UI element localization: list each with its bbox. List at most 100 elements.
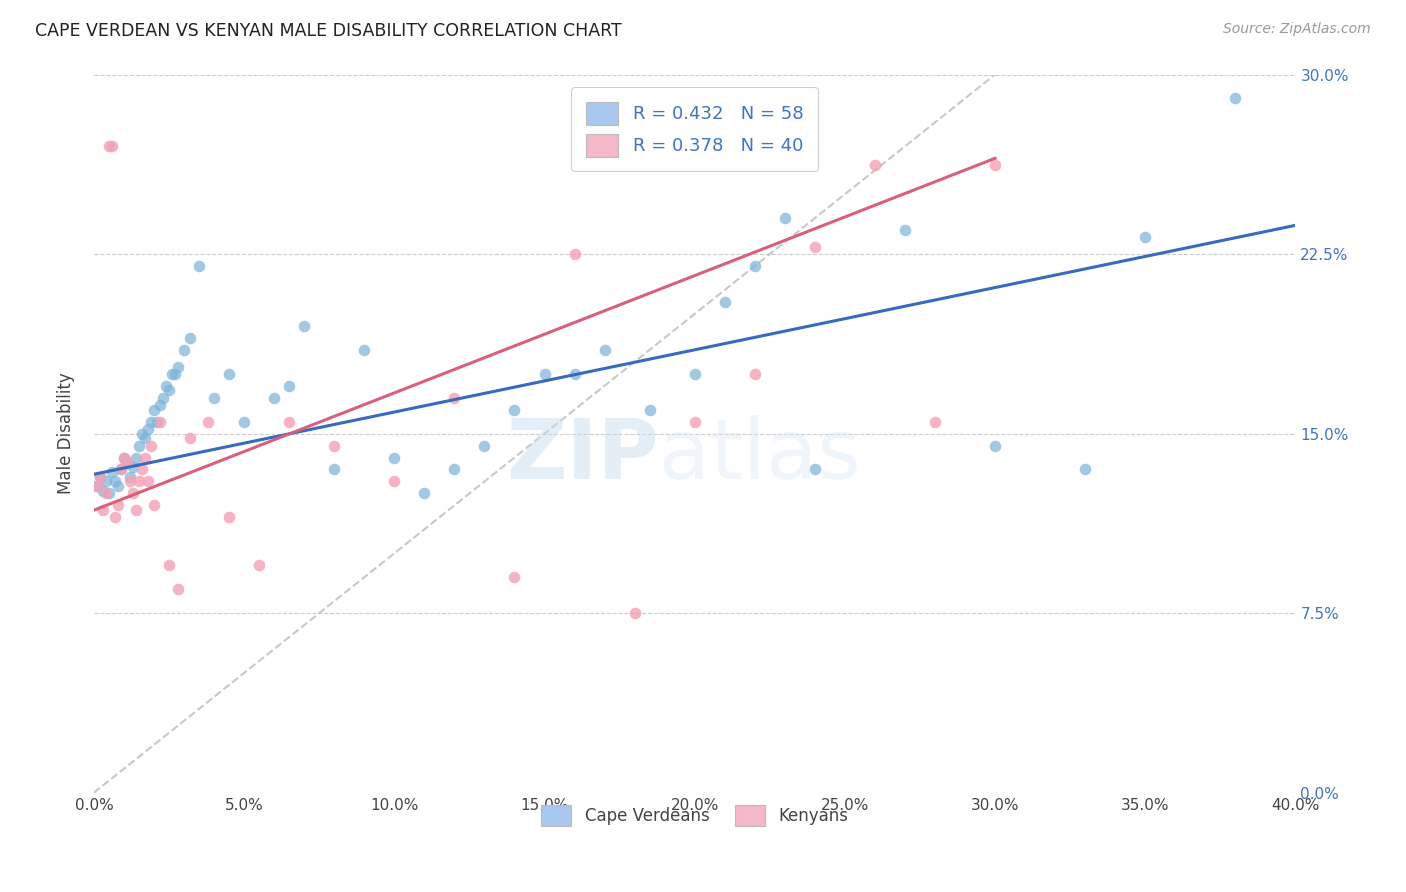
Point <box>533 367 555 381</box>
Text: ZIP: ZIP <box>506 415 658 496</box>
Point <box>160 367 183 381</box>
Point <box>474 439 496 453</box>
Point <box>503 570 526 584</box>
Point <box>773 211 796 226</box>
Point <box>503 402 526 417</box>
Point <box>924 415 946 429</box>
Point <box>173 343 195 357</box>
Point <box>86 479 108 493</box>
Point <box>94 486 117 500</box>
Point <box>188 259 211 273</box>
Point <box>110 462 132 476</box>
Point <box>146 415 169 429</box>
Point <box>984 439 1007 453</box>
Text: atlas: atlas <box>658 415 860 496</box>
Point <box>323 439 346 453</box>
Point <box>683 367 706 381</box>
Point <box>86 479 108 493</box>
Point <box>894 223 917 237</box>
Point <box>247 558 270 573</box>
Point <box>89 469 111 483</box>
Point <box>564 367 586 381</box>
Point <box>97 139 120 153</box>
Point <box>202 391 225 405</box>
Point <box>149 398 172 412</box>
Point <box>1074 462 1097 476</box>
Point <box>107 479 129 493</box>
Point <box>278 415 301 429</box>
Point <box>179 331 201 345</box>
Point <box>984 159 1007 173</box>
Point <box>713 294 735 309</box>
Point <box>104 475 127 489</box>
Point <box>804 240 827 254</box>
Point <box>263 391 285 405</box>
Point <box>1225 91 1247 105</box>
Point <box>163 367 186 381</box>
Point <box>292 318 315 333</box>
Point <box>136 475 159 489</box>
Y-axis label: Male Disability: Male Disability <box>58 373 75 494</box>
Point <box>104 510 127 524</box>
Point <box>128 475 150 489</box>
Point <box>157 558 180 573</box>
Text: CAPE VERDEAN VS KENYAN MALE DISABILITY CORRELATION CHART: CAPE VERDEAN VS KENYAN MALE DISABILITY C… <box>35 22 621 40</box>
Point <box>101 139 124 153</box>
Point <box>218 510 240 524</box>
Point <box>115 455 138 469</box>
Point <box>139 415 162 429</box>
Point <box>167 359 190 374</box>
Point <box>136 422 159 436</box>
Point <box>110 462 132 476</box>
Point <box>638 402 661 417</box>
Point <box>179 431 201 445</box>
Point <box>443 462 465 476</box>
Point <box>139 439 162 453</box>
Point <box>744 259 766 273</box>
Point <box>157 384 180 398</box>
Point <box>112 450 135 465</box>
Point <box>128 439 150 453</box>
Point <box>89 469 111 483</box>
Point <box>122 486 145 500</box>
Point <box>323 462 346 476</box>
Point <box>125 503 148 517</box>
Legend: Cape Verdeans, Kenyans: Cape Verdeans, Kenyans <box>533 797 856 835</box>
Point <box>134 431 156 445</box>
Point <box>623 606 645 620</box>
Point <box>118 475 141 489</box>
Point <box>413 486 436 500</box>
Point <box>197 415 219 429</box>
Point <box>143 499 166 513</box>
Point <box>564 247 586 261</box>
Point <box>863 159 886 173</box>
Point <box>131 426 153 441</box>
Point <box>167 582 190 597</box>
Point <box>122 460 145 475</box>
Point <box>155 378 177 392</box>
Text: Source: ZipAtlas.com: Source: ZipAtlas.com <box>1223 22 1371 37</box>
Point <box>353 343 375 357</box>
Point <box>101 465 124 479</box>
Point <box>804 462 827 476</box>
Point <box>143 402 166 417</box>
Point <box>97 486 120 500</box>
Point <box>218 367 240 381</box>
Point <box>744 367 766 381</box>
Point <box>107 499 129 513</box>
Point <box>118 469 141 483</box>
Point <box>131 462 153 476</box>
Point <box>149 415 172 429</box>
Point <box>125 450 148 465</box>
Point <box>1135 230 1157 244</box>
Point <box>382 475 405 489</box>
Point <box>683 415 706 429</box>
Point <box>91 483 114 498</box>
Point <box>233 415 256 429</box>
Point <box>94 475 117 489</box>
Point <box>593 343 616 357</box>
Point <box>382 450 405 465</box>
Point <box>278 378 301 392</box>
Point <box>112 450 135 465</box>
Point <box>115 455 138 469</box>
